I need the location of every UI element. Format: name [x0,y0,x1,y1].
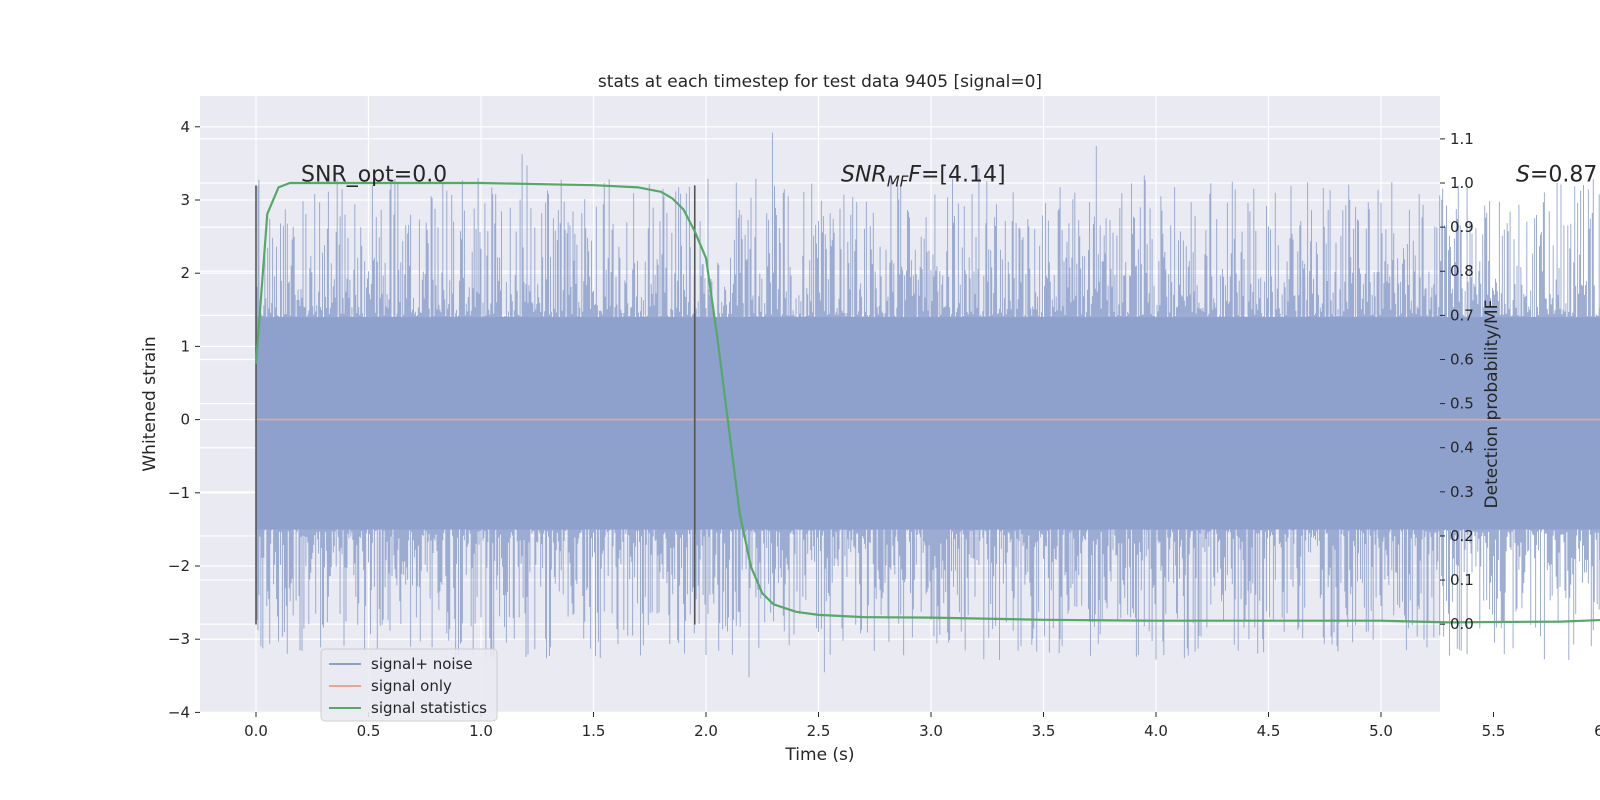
annotation-s-value: S=0.87 [1516,162,1597,187]
y-right-tick-label: 0.1 [1450,571,1474,589]
y-tick-label: −2 [168,557,190,575]
y-axis-label: Whitened strain [140,336,160,471]
y-tick-label: −1 [168,484,190,502]
x-tick-label: 4.0 [1144,722,1168,740]
y-right-tick-label: 0.3 [1450,483,1474,501]
signal-statistics-series [254,181,1600,624]
vertical-markers [255,185,696,625]
chart-title: stats at each timestep for test data 940… [598,72,1042,92]
legend-label: signal statistics [371,699,487,717]
x-tick-label: 4.5 [1257,722,1281,740]
y-right-tick-label: 0.4 [1450,439,1474,457]
y-right-tick-label: 1.1 [1450,130,1474,148]
legend-label: signal only [371,677,452,695]
y-right-tick-label: 0.9 [1450,218,1474,236]
x-tick-label: 0.5 [357,722,381,740]
y-right-tick-label: 1.0 [1450,174,1474,192]
x-tick-label: 3.0 [919,722,943,740]
y-tick-label: −3 [168,630,190,648]
x-tick-label: 2.5 [807,722,831,740]
x-tick-label: 1.0 [469,722,493,740]
y-right-tick-label: 0.8 [1450,262,1474,280]
axis-ticks: 0.00.51.01.52.02.53.03.54.04.55.05.56.06… [168,118,1600,740]
x-tick-label: 2.0 [694,722,718,740]
annotation-snr-mf: SNRMFF=[4.14] [841,162,1006,190]
signal-statistics-line [254,181,1600,624]
legend-box [320,648,498,722]
x-tick-label: 3.5 [1032,722,1056,740]
noise-band [255,132,1600,678]
x-axis-label: Time (s) [784,745,854,765]
x-tick-label: 6.0 [1594,722,1600,740]
y-axis-label-right: Detection probability/MF [1482,300,1502,509]
y-right-tick-label: 0.0 [1450,615,1474,633]
y-tick-label: −4 [168,703,190,721]
y-right-tick-label: 0.5 [1450,395,1474,413]
y-tick-label: 2 [180,264,190,282]
y-tick-label: 1 [180,337,190,355]
legend-label: signal+ noise [371,655,473,673]
x-tick-label: 5.0 [1369,722,1393,740]
legend: signal+ noise signal only signal statistic… [320,648,498,722]
y-right-tick-label: 0.7 [1450,306,1474,324]
x-tick-label: 0.0 [244,722,268,740]
y-right-tick-label: 0.2 [1450,527,1474,545]
y-tick-label: 0 [180,411,190,429]
annotation-snr-opt: SNR_opt=0.0 [301,162,447,187]
x-tick-label: 5.5 [1482,722,1506,740]
y-right-tick-label: 0.6 [1450,350,1474,368]
x-tick-label: 1.5 [582,722,606,740]
y-tick-label: 3 [180,191,190,209]
y-tick-label: 4 [180,118,190,136]
